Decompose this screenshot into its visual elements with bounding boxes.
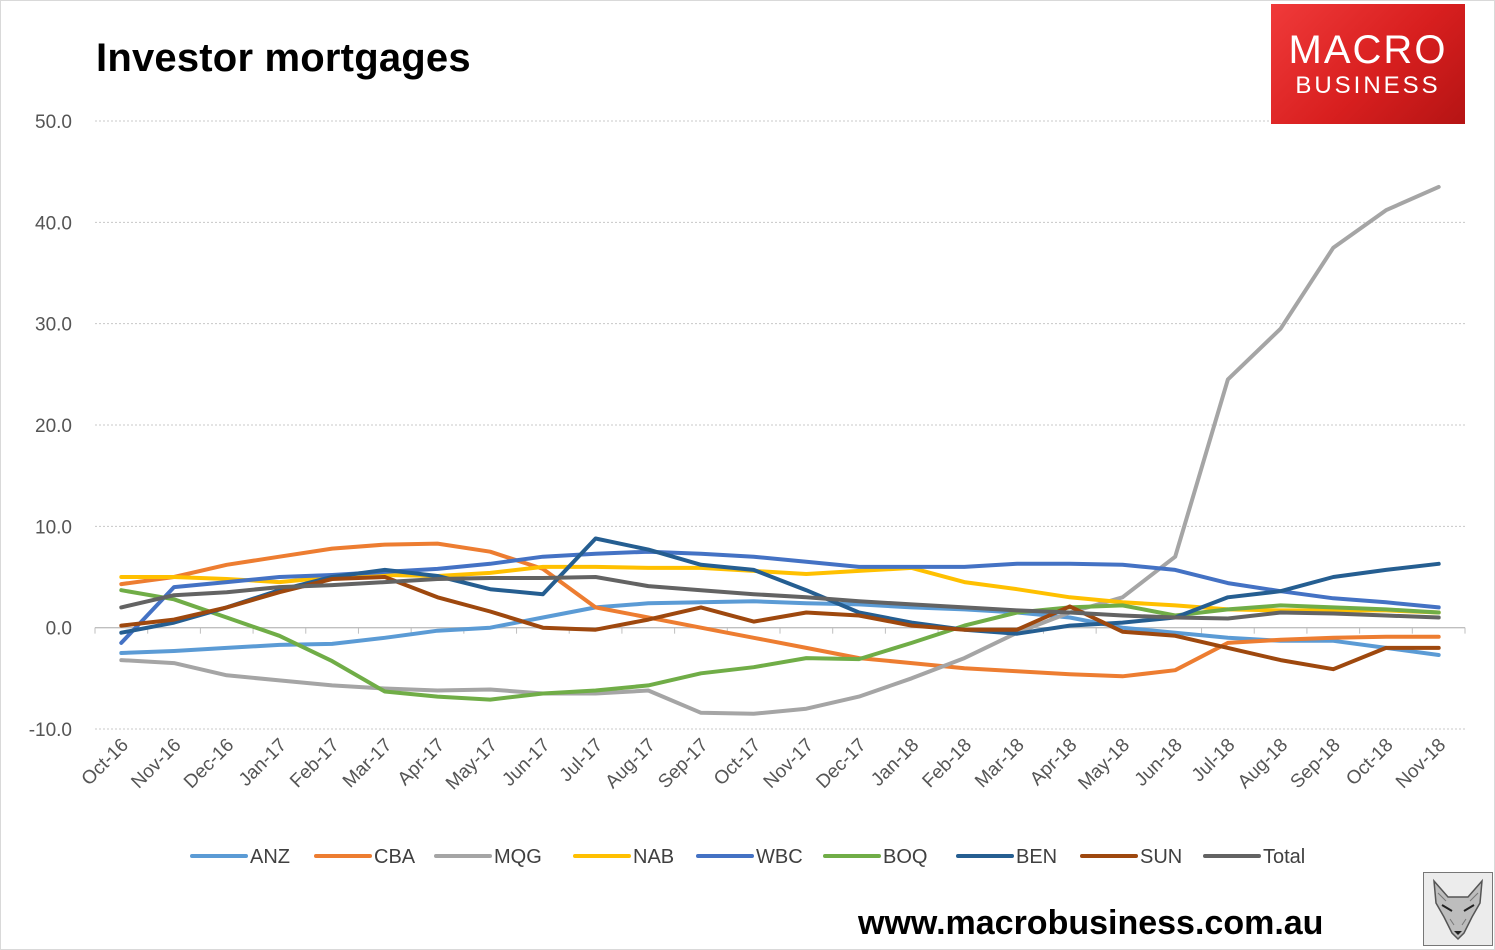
x-tick-label: Jan-17 [235,735,291,791]
x-tick-label: Nov-17 [760,735,818,793]
y-tick-label: -10.0 [29,720,72,741]
x-tick-label: Feb-18 [919,735,976,792]
legend-label-ben: BEN [1016,846,1057,868]
x-tick-label: Apr-17 [394,735,449,790]
x-tick-label: May-17 [442,735,502,795]
legend-label-cba: CBA [374,846,416,868]
y-tick-label: 30.0 [35,315,72,336]
legend-label-total: Total [1263,846,1305,868]
x-axis [94,627,1466,634]
website-url[interactable]: www.macrobusiness.com.au [858,904,1324,942]
x-tick-label: Jun-17 [498,735,554,791]
x-tick-label: May-18 [1074,735,1134,795]
legend: ANZ CBA MQG NAB WBC BOQ BEN SUN Total [190,846,1305,868]
x-tick-label: Dec-16 [180,735,238,793]
y-tick-label: 10.0 [35,517,72,538]
y-tick-label: 0.0 [46,619,72,640]
x-tick-label: Sep-18 [1287,735,1345,793]
y-axis-ticks: -10.0 0.0 10.0 20.0 30.0 40.0 50.0 [29,112,72,741]
y-tick-label: 20.0 [35,416,72,437]
series-lines [119,184,1441,716]
x-tick-label: Oct-18 [1342,735,1397,790]
x-tick-label: Aug-18 [1234,735,1292,793]
x-tick-label: Oct-17 [710,735,765,790]
y-tick-label: 40.0 [35,213,72,234]
legend-label-nab: NAB [633,846,674,868]
x-tick-label: Oct-16 [78,735,133,790]
x-tick-label: Jun-18 [1131,735,1187,791]
fox-emblem-icon [1423,872,1493,946]
x-tick-label: Jan-18 [867,735,923,791]
chart-title: Investor mortgages [96,36,471,80]
logo-line-2: BUSINESS [1295,72,1441,99]
legend-label-mqg: MQG [494,846,542,868]
legend-label-sun: SUN [1140,846,1182,868]
series-line-anz [119,599,1441,657]
x-tick-label: Jul-18 [1188,735,1239,786]
legend-label-boq: BOQ [883,846,927,868]
legend-label-wbc: WBC [756,846,803,868]
x-tick-label: Apr-18 [1026,735,1081,790]
legend-label-anz: ANZ [250,846,290,868]
x-tick-label: Mar-17 [339,735,396,792]
macro-business-logo[interactable]: MACRO BUSINESS [1271,4,1465,124]
x-axis-ticks: Oct-16Nov-16Dec-16Jan-17Feb-17Mar-17Apr-… [78,735,1450,795]
x-tick-label: Jul-17 [556,735,607,786]
gridlines [95,120,1465,730]
logo-line-1: MACRO [1288,28,1448,72]
series-line-ben [119,536,1441,636]
x-tick-label: Nov-18 [1392,735,1450,793]
y-tick-label: 50.0 [35,112,72,133]
series-line-mqg [119,184,1441,716]
x-tick-label: Mar-18 [971,735,1028,792]
x-tick-label: Nov-16 [127,735,185,793]
series-line-sun [119,575,1441,672]
x-tick-label: Aug-17 [602,735,660,793]
x-tick-label: Feb-17 [286,735,343,792]
series-line-boq [119,588,1441,702]
x-tick-label: Sep-17 [654,735,712,793]
series-line-total [119,575,1441,621]
x-tick-label: Dec-17 [812,735,870,793]
